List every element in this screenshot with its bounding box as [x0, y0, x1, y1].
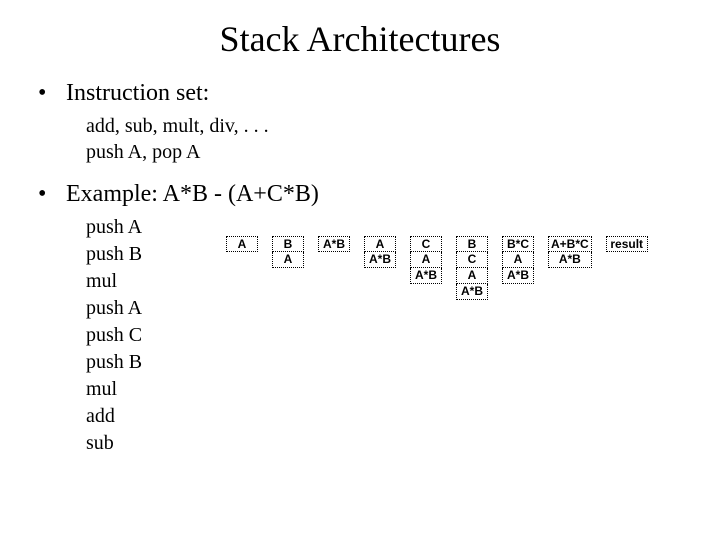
stack-cell: C [410, 236, 442, 252]
bullet-marker: • [38, 80, 66, 107]
example-area: push A push B mul push A push C push B m… [38, 214, 700, 457]
stack-cell: A*B [456, 284, 488, 300]
stack-step-2: B A [272, 236, 304, 268]
stack-step-3: A*B [318, 236, 350, 252]
stack-step-5: C A A*B [410, 236, 442, 284]
bullet-marker: • [38, 181, 66, 208]
bullet-instruction-set: • Instruction set: [38, 80, 700, 107]
instr-line: mul [86, 268, 226, 295]
instr-line: push B [86, 349, 226, 376]
stack-cell: result [606, 236, 648, 252]
instr-line: push C [86, 322, 226, 349]
instr-ops-line: add, sub, mult, div, . . . [86, 113, 700, 139]
stack-cell: A [502, 252, 534, 268]
instr-stack-line: push A, pop A [86, 139, 700, 165]
stack-cell: A*B [410, 268, 442, 284]
bullet-text: Instruction set: [66, 80, 209, 107]
stack-cell: A*B [502, 268, 534, 284]
instr-line: add [86, 403, 226, 430]
stack-step-4: A A*B [364, 236, 396, 268]
stack-cell: A+B*C [548, 236, 592, 252]
stack-step-1: A [226, 236, 258, 252]
stack-cell: C [456, 252, 488, 268]
stack-cell: B [272, 236, 304, 252]
stack-cell: A*B [318, 236, 350, 252]
stack-cell: A [272, 252, 304, 268]
stack-cell: A*B [364, 252, 396, 268]
instr-line: mul [86, 376, 226, 403]
stack-step-8: A+B*C A*B [548, 236, 592, 268]
stack-step-6: B C A A*B [456, 236, 488, 300]
bullet-text: Example: A*B - (A+C*B) [66, 181, 319, 208]
slide-title: Stack Architectures [0, 18, 720, 60]
stack-cell: A*B [548, 252, 592, 268]
stack-cell: A [456, 268, 488, 284]
instruction-set-details: add, sub, mult, div, . . . push A, pop A [38, 113, 700, 165]
slide-content: • Instruction set: add, sub, mult, div, … [0, 80, 720, 457]
bullet-example: • Example: A*B - (A+C*B) [38, 181, 700, 208]
instr-line: sub [86, 430, 226, 457]
stack-cell: B [456, 236, 488, 252]
stack-step-7: B*C A A*B [502, 236, 534, 284]
instr-line: push A [86, 214, 226, 241]
instruction-sequence: push A push B mul push A push C push B m… [86, 214, 226, 457]
stack-cell: A [364, 236, 396, 252]
stack-cell: B*C [502, 236, 534, 252]
instr-line: push B [86, 241, 226, 268]
instr-line: push A [86, 295, 226, 322]
stack-cell: A [226, 236, 258, 252]
stack-diagrams: A B A A*B A A*B C A A*B B C A [226, 214, 648, 300]
stack-step-9: result [606, 236, 648, 252]
stack-cell: A [410, 252, 442, 268]
